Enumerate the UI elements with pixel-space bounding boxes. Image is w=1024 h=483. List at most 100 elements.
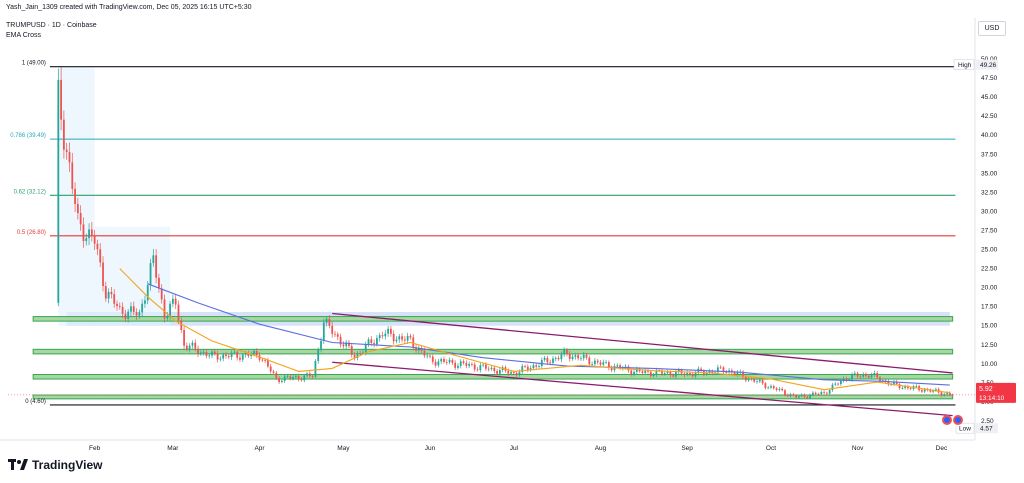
candle (417, 345, 420, 354)
candle (837, 382, 839, 386)
candle (820, 390, 823, 396)
candle-body (445, 361, 448, 363)
y-tick-label: 40.00 (981, 132, 998, 139)
candle-body (893, 381, 895, 385)
ema-slow-line (147, 283, 950, 386)
candle (68, 142, 71, 173)
candle-body (932, 390, 934, 392)
candle-body (222, 354, 225, 359)
candle (289, 374, 292, 381)
candle-body (770, 386, 772, 388)
candle-body (647, 370, 649, 372)
volume-profile-box (94, 226, 171, 326)
candle-body (350, 346, 353, 355)
symbol-line[interactable]: TRUMPUSD · 1D · Coinbase (6, 22, 97, 29)
candle-body (686, 373, 689, 376)
y-axis[interactable]: 2.505.007.5010.0012.5015.0017.5020.0022.… (974, 18, 998, 440)
candle-body (62, 119, 65, 150)
candle-body (325, 318, 328, 323)
candle-body (591, 364, 594, 365)
candle-body (543, 357, 546, 360)
candle-body (540, 359, 543, 367)
candle-body (895, 381, 898, 385)
candle-body (677, 369, 680, 372)
candle (784, 389, 786, 397)
candle (185, 342, 188, 352)
candle (202, 349, 205, 356)
candle-body (781, 388, 784, 391)
event-flag-blue (955, 417, 961, 423)
candle (862, 372, 865, 379)
candle-body (946, 392, 948, 395)
candle-body (331, 325, 334, 334)
candle (378, 332, 381, 342)
candle-body (163, 299, 166, 319)
candle-body (881, 380, 884, 382)
candle (74, 182, 76, 213)
candle (392, 330, 395, 345)
candle-body (898, 384, 901, 389)
candle (479, 362, 482, 373)
candle (722, 365, 725, 375)
candle (60, 67, 63, 131)
indicator-line[interactable]: EMA Cross (6, 32, 42, 39)
candle (294, 374, 297, 379)
candle (465, 360, 468, 369)
candle-body (853, 373, 856, 375)
candle (451, 358, 454, 366)
zone-5-5 (32, 394, 954, 400)
candle-body (948, 392, 951, 395)
candle-body (275, 372, 278, 379)
candle-body (141, 303, 144, 313)
candle-body (250, 353, 253, 357)
fib-layer: 1 (49.00) 0.786 (39.49) 0.62 (32.12) 0.5 (2… (10, 61, 956, 406)
candle-body (588, 357, 591, 365)
candle (267, 357, 269, 369)
candle-body (401, 336, 403, 340)
candle-body (303, 375, 306, 381)
candle-body (669, 371, 672, 376)
candle (65, 142, 68, 160)
candle (339, 333, 342, 348)
candle (876, 370, 879, 380)
low-value: 4.57 (980, 426, 993, 433)
candle (160, 284, 163, 304)
candle (493, 366, 496, 374)
candle (471, 362, 473, 367)
x-axis[interactable]: Feb Mar Apr May Jun Jul Aug Sep Oct Nov Dec (0, 439, 975, 452)
candle (367, 337, 370, 348)
candle-body (479, 365, 482, 371)
candle-body (216, 353, 219, 360)
candle (437, 358, 440, 368)
zones-layer (32, 66, 954, 400)
candle (138, 309, 141, 319)
candle (574, 352, 577, 360)
candle-body (381, 335, 384, 337)
candle-body (225, 354, 227, 356)
candle-body (88, 229, 90, 239)
candle-body (529, 368, 532, 370)
candle-body (378, 335, 381, 339)
candle (540, 357, 543, 369)
candle-body (194, 342, 197, 349)
candle (462, 359, 465, 365)
candle-body (756, 381, 758, 383)
candle-body (261, 359, 264, 361)
candle-body (750, 378, 753, 380)
candle (127, 308, 130, 323)
candle-body (526, 366, 529, 370)
candle-body (649, 371, 652, 376)
x-tick-label: Nov (852, 445, 864, 452)
candle (772, 384, 775, 390)
candle (93, 230, 96, 250)
candle (610, 365, 613, 373)
high-value: 49.26 (980, 62, 997, 69)
candle-body (515, 372, 518, 375)
candle-body (57, 79, 60, 303)
candle-body (211, 351, 213, 356)
currency-button[interactable]: USD (978, 21, 1006, 36)
candle (529, 365, 532, 372)
candle-body (725, 372, 728, 373)
candle (767, 385, 770, 390)
